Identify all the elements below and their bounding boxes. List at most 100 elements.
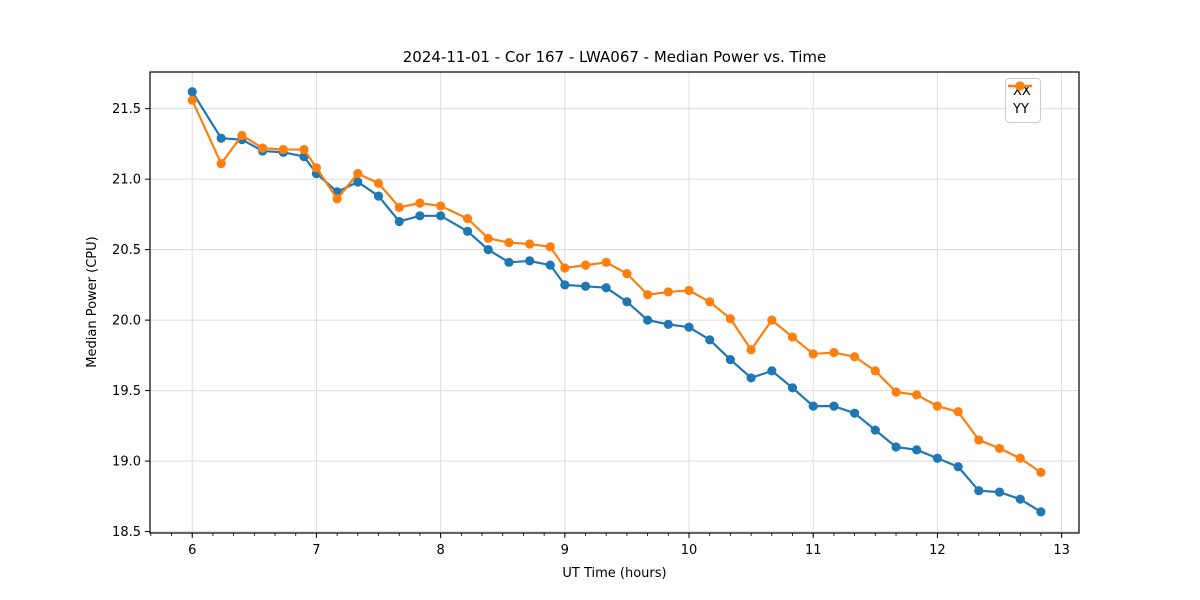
- data-point-xx: [373, 191, 384, 201]
- data-point-xx: [187, 87, 197, 97]
- y-tick-label: 21.5: [112, 102, 141, 117]
- data-point-yy: [258, 143, 268, 153]
- data-point-xx: [974, 486, 984, 496]
- data-point-yy: [829, 347, 839, 358]
- data-point-yy: [483, 233, 493, 243]
- data-point-xx: [525, 256, 535, 266]
- data-point-yy: [394, 202, 404, 212]
- data-point-yy: [353, 168, 363, 179]
- x-tick-label: 9: [561, 543, 569, 558]
- data-point-xx: [725, 354, 735, 365]
- data-point-yy: [216, 159, 226, 169]
- data-point-xx: [545, 260, 555, 270]
- data-point-yy: [278, 144, 288, 155]
- data-point-xx: [891, 442, 901, 452]
- y-tick-label: 18.5: [112, 525, 141, 540]
- data-point-xx: [684, 322, 694, 332]
- data-point-yy: [994, 443, 1005, 454]
- data-point-yy: [808, 349, 818, 359]
- data-point-yy: [643, 290, 653, 300]
- data-point-xx: [580, 281, 591, 291]
- data-point-xx: [1015, 494, 1025, 504]
- data-point-yy: [849, 352, 860, 362]
- data-point-yy: [684, 285, 694, 296]
- x-axis-label: UT Time (hours): [562, 566, 667, 581]
- data-point-yy: [311, 163, 322, 173]
- data-point-xx: [767, 366, 777, 376]
- data-point-yy: [373, 178, 384, 188]
- data-point-xx: [808, 401, 818, 411]
- data-point-xx: [622, 297, 632, 307]
- data-point-xx: [912, 445, 922, 455]
- data-point-yy: [436, 201, 446, 211]
- legend-entry-yy: YY: [1008, 81, 1032, 117]
- legend-swatch-yy-icon: [1008, 81, 1032, 91]
- x-tick-label: 11: [805, 543, 822, 558]
- data-point-yy: [663, 287, 673, 297]
- data-point-xx: [643, 315, 653, 325]
- data-point-yy: [580, 260, 591, 270]
- data-point-xx: [353, 177, 363, 187]
- data-point-xx: [705, 335, 715, 345]
- data-point-yy: [545, 242, 555, 252]
- y-tick-label: 21.0: [112, 173, 141, 188]
- x-tick-label: 10: [681, 543, 698, 558]
- data-point-xx: [216, 133, 226, 143]
- data-point-yy: [746, 345, 756, 355]
- y-tick-label: 19.5: [112, 384, 141, 399]
- data-point-yy: [601, 257, 611, 267]
- data-point-xx: [415, 211, 425, 221]
- chart-title: 2024-11-01 - Cor 167 - LWA067 - Median P…: [402, 48, 827, 66]
- data-point-xx: [994, 487, 1005, 497]
- data-point-xx: [746, 373, 756, 383]
- data-point-xx: [462, 226, 473, 236]
- data-point-yy: [525, 239, 535, 249]
- data-point-yy: [1036, 467, 1046, 477]
- data-point-yy: [725, 314, 735, 324]
- data-point-xx: [829, 401, 839, 411]
- data-point-xx: [483, 245, 493, 255]
- data-point-yy: [932, 401, 943, 411]
- data-point-xx: [1036, 507, 1046, 517]
- legend: XX YY: [1005, 78, 1041, 123]
- data-point-yy: [953, 407, 963, 417]
- x-tick-label: 7: [312, 543, 320, 558]
- data-point-yy: [974, 435, 984, 445]
- y-tick-label: 19.0: [112, 455, 141, 470]
- data-point-xx: [601, 283, 611, 293]
- legend-label-yy: YY: [1013, 102, 1029, 117]
- data-point-yy: [705, 297, 715, 307]
- data-point-yy: [332, 194, 342, 204]
- y-tick-label: 20.0: [112, 314, 141, 329]
- data-point-xx: [787, 383, 798, 393]
- data-point-yy: [462, 214, 473, 224]
- data-point-yy: [237, 130, 247, 141]
- data-point-yy: [1015, 453, 1025, 463]
- data-point-yy: [187, 95, 197, 105]
- data-point-yy: [415, 198, 425, 208]
- axes-spines: [149, 71, 1080, 534]
- data-point-yy: [767, 315, 777, 325]
- y-tick-label: 20.5: [112, 243, 141, 258]
- series-line-yy: [191, 99, 1042, 474]
- data-point-yy: [504, 237, 514, 248]
- data-point-xx: [436, 211, 446, 221]
- data-point-yy: [622, 268, 632, 279]
- x-tick-label: 13: [1053, 543, 1070, 558]
- data-point-yy: [560, 263, 570, 273]
- data-point-xx: [394, 216, 404, 227]
- data-point-xx: [932, 453, 943, 463]
- data-point-yy: [299, 144, 309, 155]
- data-point-xx: [849, 408, 860, 418]
- data-point-yy: [787, 332, 798, 342]
- data-point-yy: [891, 387, 901, 397]
- data-point-xx: [870, 425, 880, 435]
- data-point-xx: [953, 462, 963, 472]
- x-tick-label: 8: [436, 543, 444, 558]
- data-point-yy: [912, 390, 922, 400]
- x-tick-label: 12: [929, 543, 946, 558]
- data-point-xx: [560, 280, 570, 290]
- data-point-xx: [663, 319, 673, 329]
